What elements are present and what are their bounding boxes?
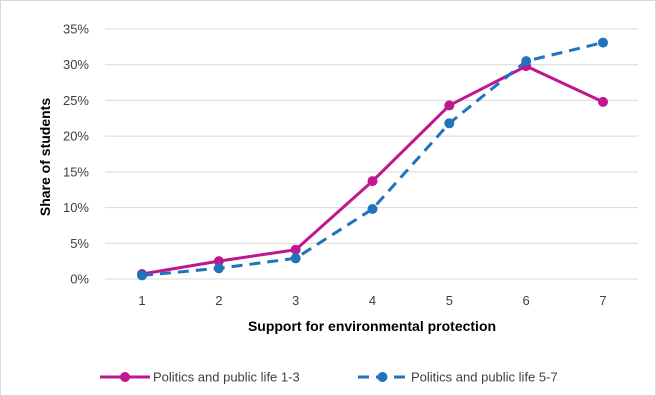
x-tick-label: 1: [138, 293, 145, 308]
data-point: [290, 253, 301, 264]
x-tick-label: 3: [292, 293, 299, 308]
x-axis-title: Support for environmental protection: [248, 318, 496, 334]
legend-label: Politics and public life 5-7: [411, 370, 558, 385]
y-tick-label: 25%: [63, 93, 89, 108]
y-tick-label: 30%: [63, 57, 89, 72]
legend-item: Politics and public life 1-3: [100, 370, 300, 385]
legend-item: Politics and public life 5-7: [358, 370, 558, 385]
series-group: [137, 37, 608, 281]
y-tick-label: 0%: [70, 272, 89, 287]
data-point: [598, 37, 608, 48]
y-tick-label: 35%: [63, 22, 89, 37]
legend: Politics and public life 1-3 Politics and…: [100, 370, 558, 385]
y-axis-title: Share of students: [37, 98, 53, 216]
data-point: [444, 100, 455, 111]
data-point: [213, 256, 224, 267]
y-tick-label: 10%: [63, 200, 89, 215]
x-tick-label: 6: [523, 293, 530, 308]
legend-swatch-marker: [120, 372, 130, 382]
data-point: [367, 176, 378, 187]
y-tick-label: 20%: [63, 129, 89, 144]
data-point: [290, 244, 301, 255]
x-tick-label: 2: [215, 293, 222, 308]
data-point: [367, 204, 378, 214]
data-point: [521, 56, 532, 67]
x-axis-ticks: 1 2 3 4 5 6 7: [138, 293, 606, 308]
x-tick-label: 7: [599, 293, 606, 308]
data-point: [213, 263, 224, 274]
data-point: [137, 270, 147, 281]
legend-swatch-marker: [377, 372, 388, 382]
data-point: [598, 96, 608, 107]
x-tick-label: 5: [446, 293, 453, 308]
legend-label: Politics and public life 1-3: [153, 370, 300, 385]
series-2: [137, 37, 608, 281]
y-axis-ticks: 0% 5% 10% 15% 20% 25% 30% 35%: [63, 22, 89, 287]
y-tick-label: 15%: [63, 164, 89, 179]
data-point: [444, 118, 455, 129]
y-tick-label: 5%: [70, 236, 89, 251]
x-tick-label: 4: [369, 293, 376, 308]
